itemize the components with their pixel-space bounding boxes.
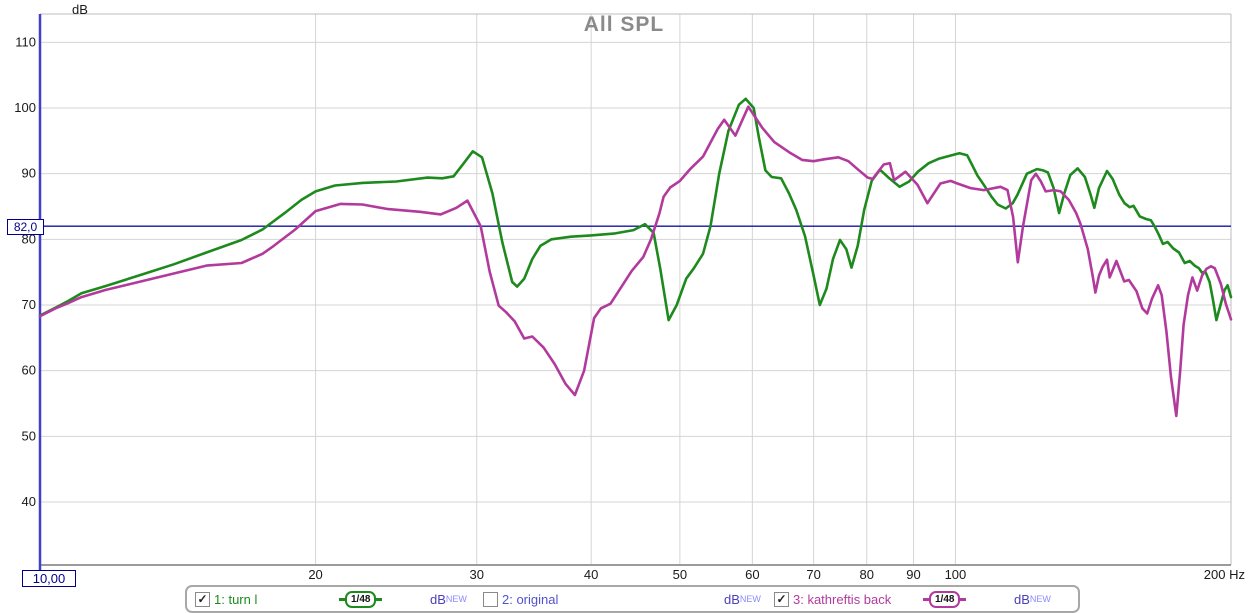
- x-tick-label: 80: [859, 567, 873, 582]
- db-unit: dB: [1014, 591, 1030, 607]
- db-unit: dB: [724, 591, 740, 607]
- legend-item-1-unit: dB NEW: [430, 587, 467, 611]
- curve-1-turn-l: [38, 97, 1233, 322]
- x-tick-label: 100: [945, 567, 967, 582]
- x-tick-label: 60: [745, 567, 759, 582]
- x-axis-end-label: 200 Hz: [1203, 567, 1245, 582]
- y-tick-label: 50: [22, 428, 36, 443]
- smoothing-value: 1/48: [929, 590, 961, 608]
- legend-item-2-checkbox[interactable]: [483, 587, 498, 611]
- legend-item-2-label[interactable]: 2: original: [502, 591, 559, 607]
- y-tick-label: 100: [14, 100, 36, 115]
- legend-item-3-smoothing-badge[interactable]: 1/48: [923, 587, 967, 611]
- legend-item-3-checkbox[interactable]: ✓: [774, 587, 789, 611]
- x-tick-label: 30: [470, 567, 484, 582]
- legend-item-3-label[interactable]: 3: kathreftis back: [793, 591, 892, 607]
- y-tick-label: 60: [22, 363, 36, 378]
- page-title: All SPL: [583, 13, 665, 36]
- checkbox-unchecked-icon[interactable]: [483, 591, 498, 607]
- x-tick-label: 50: [673, 567, 687, 582]
- legend-item-3-unit: dB NEW: [1014, 587, 1051, 611]
- y-tick-label: 80: [22, 231, 36, 246]
- new-tag: NEW: [739, 594, 761, 604]
- smoothing-value: 1/48: [345, 590, 377, 608]
- checkbox-checked-icon[interactable]: ✓: [195, 591, 210, 607]
- legend-item-1-checkbox[interactable]: ✓: [195, 587, 210, 611]
- x-tick-label: 40: [584, 567, 598, 582]
- y-tick-label: 70: [22, 297, 36, 312]
- y-tick-label: 40: [22, 494, 36, 509]
- x-tick-label: 90: [906, 567, 920, 582]
- trace-line-stub: [376, 597, 383, 601]
- checkbox-checked-icon[interactable]: ✓: [774, 591, 789, 607]
- legend: ✓ 1: turn l 1/48 dB NEW 2: original dB NEW…: [185, 585, 1080, 613]
- x-tick-label: 20: [308, 567, 322, 582]
- legend-item-1-smoothing-badge[interactable]: 1/48: [339, 587, 383, 611]
- x-axis-value-marker: 10,00: [22, 570, 76, 587]
- y-tick-label: 110: [15, 34, 36, 49]
- trace-line-stub: [339, 597, 345, 601]
- new-tag: NEW: [445, 594, 467, 604]
- y-axis-value-marker: 82,0: [7, 219, 44, 235]
- x-tick-label: 70: [806, 567, 820, 582]
- legend-item-2-unit: dB NEW: [724, 587, 761, 611]
- legend-item-1-label[interactable]: 1: turn l: [214, 591, 258, 607]
- y-tick-label: 90: [22, 166, 36, 181]
- trace-line-stub: [923, 597, 929, 601]
- trace-line-stub: [960, 597, 967, 601]
- db-unit: dB: [430, 591, 446, 607]
- curve-3-kathreftis-back: [38, 105, 1233, 418]
- new-tag: NEW: [1029, 594, 1051, 604]
- y-axis-unit-label: dB: [72, 2, 88, 17]
